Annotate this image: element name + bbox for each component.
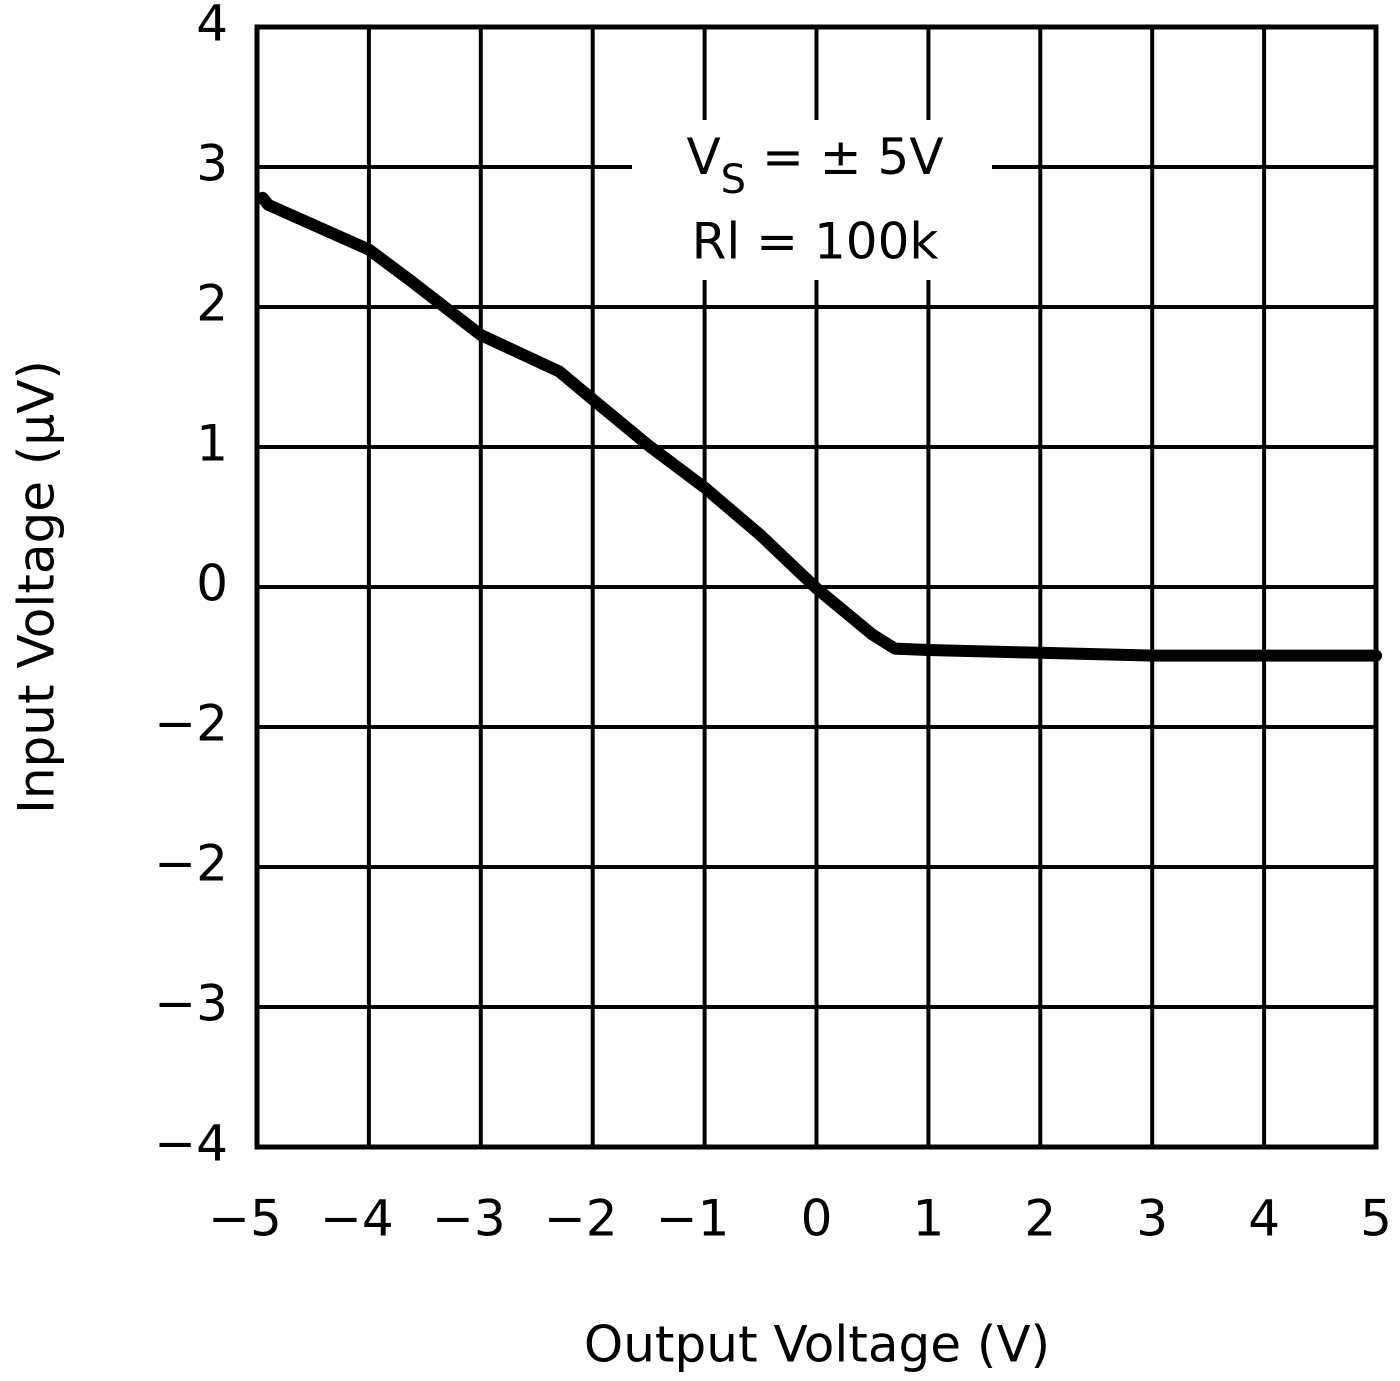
annotation-box	[632, 120, 992, 280]
x-tick-label: −3	[432, 1190, 506, 1248]
x-axis-label: Output Voltage (V)	[584, 1316, 1050, 1374]
annotation-sub: S	[721, 157, 746, 203]
y-axis-label: Input Voltage (μV)	[8, 360, 66, 814]
annotation: VS = ± 5V	[686, 128, 943, 204]
annotation-line2: Rl = 100k	[692, 213, 939, 271]
x-tick-label: −4	[320, 1190, 394, 1248]
y-tick-label: −2	[154, 695, 228, 753]
x-tick-label: −5	[208, 1190, 282, 1248]
y-tick-label: 2	[196, 275, 228, 333]
x-tick-label: 5	[1360, 1190, 1392, 1248]
annotation-rest: = ± 5V	[746, 128, 944, 186]
y-tick-label: 4	[196, 0, 228, 53]
y-tick-label: −3	[154, 975, 228, 1033]
x-tick-label: 4	[1248, 1190, 1280, 1248]
y-tick-label: 0	[196, 555, 228, 613]
x-tick-label: 1	[912, 1190, 944, 1248]
x-tick-label: 2	[1024, 1190, 1056, 1248]
x-tick-label: 0	[801, 1190, 833, 1248]
y-tick-label: 3	[196, 135, 228, 193]
y-tick-label: −4	[154, 1115, 228, 1173]
y-tick-label: −2	[154, 835, 228, 893]
x-tick-label: 3	[1136, 1190, 1168, 1248]
data-line	[256, 191, 1382, 662]
y-tick-label: 1	[196, 415, 228, 473]
x-tick-label: −2	[544, 1190, 618, 1248]
x-tick-label: −1	[656, 1190, 730, 1248]
annotation-main: V	[686, 128, 720, 186]
